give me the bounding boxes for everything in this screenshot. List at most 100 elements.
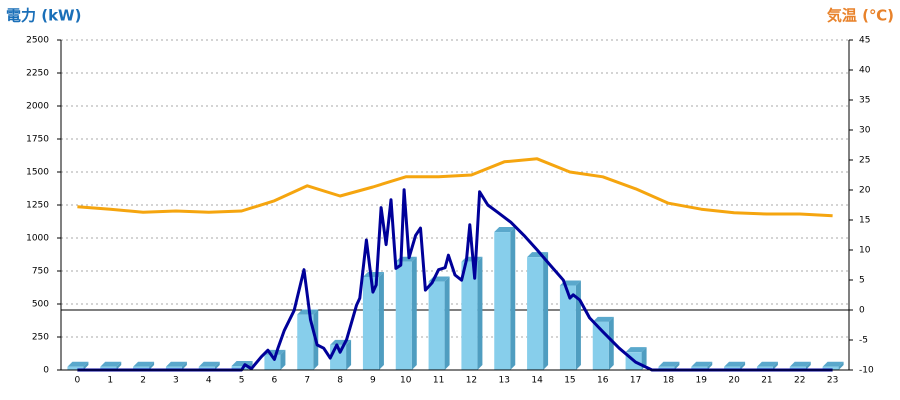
bar (658, 366, 675, 370)
y2-tick-label: 30 (859, 126, 871, 136)
bar-top (165, 361, 187, 367)
bar-side (772, 361, 778, 370)
y-tick-label: 2500 (26, 36, 49, 46)
x-tick-label: 21 (761, 376, 772, 386)
bar-side (149, 361, 155, 370)
x-tick-label: 18 (663, 376, 675, 386)
x-tick-label: 0 (75, 376, 81, 386)
bar-top (822, 361, 844, 367)
y-tick-label: 1250 (26, 201, 49, 211)
y-tick-label: 250 (32, 333, 49, 343)
bar-side (411, 256, 417, 370)
x-tick-label: 3 (173, 376, 179, 386)
x-tick-label: 5 (239, 376, 245, 386)
bar-side (116, 361, 122, 370)
bar-side (378, 271, 384, 370)
bar (822, 366, 839, 370)
bar-top (789, 361, 811, 367)
bar (428, 281, 445, 370)
x-tick-label: 8 (337, 376, 343, 386)
bar-side (346, 339, 352, 370)
y-tick-label: 2250 (26, 69, 49, 79)
bar (789, 366, 806, 370)
bar-top (100, 361, 122, 367)
bar-side (674, 361, 680, 370)
bar-side (608, 316, 614, 370)
x-tick-label: 23 (827, 376, 838, 386)
bar-side (280, 349, 286, 370)
x-tick-label: 22 (794, 376, 805, 386)
bar-top (133, 361, 155, 367)
y2-tick-label: 0 (859, 306, 865, 316)
y2-tick-label: 20 (859, 186, 871, 196)
y-tick-label: 1000 (26, 234, 49, 244)
bar (461, 261, 478, 370)
bar-top (625, 347, 647, 353)
bar-top (691, 361, 713, 367)
x-tick-label: 10 (400, 376, 412, 386)
bar (756, 366, 773, 370)
x-tick-label: 12 (466, 376, 477, 386)
bar (724, 366, 741, 370)
x-tick-label: 17 (630, 376, 641, 386)
bar (100, 366, 117, 370)
right-axis-title: 気温 (℃) (827, 7, 894, 25)
bar-side (575, 280, 581, 370)
y2-tick-label: 10 (859, 246, 871, 256)
bar-side (214, 361, 220, 370)
y-tick-label: 500 (32, 300, 49, 310)
y2-tick-label: -10 (859, 366, 874, 376)
y-tick-label: 1750 (26, 135, 49, 145)
x-tick-label: 15 (564, 376, 575, 386)
bar (362, 276, 379, 370)
x-tick-label: 11 (433, 376, 444, 386)
bar-top (198, 361, 220, 367)
y2-tick-label: 25 (859, 156, 870, 166)
bar (691, 366, 708, 370)
bar (198, 366, 215, 370)
bar (133, 366, 150, 370)
bar (494, 232, 511, 370)
bar-top (494, 227, 516, 233)
bar-side (543, 252, 549, 370)
y2-tick-label: 5 (859, 276, 865, 286)
bar-top (658, 361, 680, 367)
bar-side (740, 361, 746, 370)
bar-side (83, 361, 89, 370)
x-tick-label: 6 (272, 376, 278, 386)
x-tick-label: 2 (140, 376, 146, 386)
bar (297, 314, 314, 370)
y2-tick-label: -5 (859, 336, 868, 346)
y2-tick-label: 45 (859, 36, 870, 46)
y-tick-label: 1500 (26, 168, 49, 178)
temperature-line (77, 157, 833, 218)
x-tick-label: 20 (728, 376, 740, 386)
left-axis-title: 電力 (kW) (6, 7, 81, 25)
bar-side (838, 361, 844, 370)
bar (264, 354, 281, 370)
bar-top (362, 271, 384, 277)
bar-side (707, 361, 713, 370)
bar-top (724, 361, 746, 367)
x-tick-label: 19 (696, 376, 708, 386)
bar-top (592, 316, 614, 322)
bar-side (444, 276, 450, 370)
bar (527, 257, 544, 370)
y-tick-label: 0 (43, 366, 49, 376)
x-tick-label: 9 (370, 376, 376, 386)
x-tick-label: 16 (597, 376, 609, 386)
x-tick-label: 7 (304, 376, 310, 386)
x-tick-label: 14 (531, 376, 543, 386)
power-line (77, 188, 833, 372)
bar-side (477, 256, 483, 370)
x-tick-label: 1 (107, 376, 113, 386)
bar-top (297, 309, 319, 315)
bar-side (181, 361, 187, 370)
y-tick-label: 2000 (26, 102, 49, 112)
y-tick-label: 750 (32, 267, 49, 277)
x-tick-label: 4 (206, 376, 212, 386)
bar-top (67, 361, 89, 367)
y2-tick-label: 15 (859, 216, 870, 226)
y2-tick-label: 35 (859, 96, 870, 106)
